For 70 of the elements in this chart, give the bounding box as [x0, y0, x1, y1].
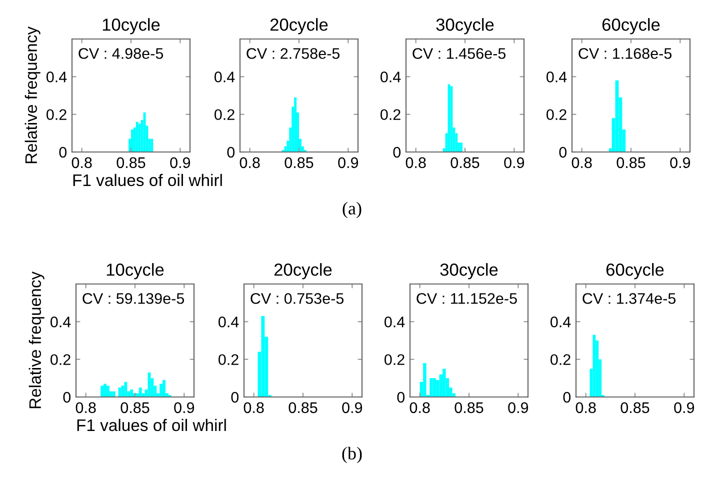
x-tick-label: 0.8 [576, 402, 596, 414]
x-tick-label: 0.8 [410, 402, 430, 414]
x-tick-label: 0.8 [72, 157, 92, 168]
y-tick-label: 0 [563, 392, 571, 403]
x-tick-label: 0.85 [616, 157, 646, 168]
x-tick-label: 0.85 [620, 402, 650, 414]
x-tick-label: 0.9 [670, 157, 690, 168]
chart-title: 20cycle [274, 263, 332, 280]
chart-title: 30cycle [440, 263, 498, 280]
chart-title: 60cycle [606, 263, 664, 280]
chart-title: 30cycle [436, 18, 494, 34]
y-axis-title: Relative frequency [24, 26, 40, 164]
x-tick-label: 0.9 [174, 402, 194, 414]
x-tick-label: 0.9 [342, 402, 362, 414]
x-axis-title: F1 values of oil whirl [73, 174, 222, 186]
annotation: CV : 4.98e-5 [78, 48, 164, 59]
y-tick-label: 0.2 [46, 109, 66, 120]
x-tick-label: 0.85 [288, 402, 318, 414]
x-tick-label: 0.8 [244, 402, 264, 414]
x-tick-label: 0.8 [76, 402, 96, 414]
annotation: CV : 2.758e-5 [246, 48, 340, 59]
y-axis-title: Relative frequency [28, 272, 44, 408]
text: (a) [342, 202, 362, 218]
x-tick-label: 0.8 [240, 157, 260, 168]
y-tick-label: 0.2 [380, 109, 400, 120]
annotation: CV : 1.456e-5 [412, 48, 506, 59]
y-tick-label: 0.4 [50, 316, 71, 328]
y-tick-label: 0.4 [550, 316, 571, 328]
x-tick-label: 0.85 [284, 157, 314, 168]
y-tick-label: 0.2 [214, 109, 234, 120]
y-tick-label: 0.2 [550, 354, 570, 366]
annotation: CV : 0.753e-5 [250, 293, 344, 304]
y-tick-label: 0 [393, 146, 401, 158]
x-tick-label: 0.9 [338, 157, 358, 168]
x-tick-label: 0.9 [508, 402, 528, 414]
text: (b) [342, 446, 362, 464]
y-tick-label: 0.2 [50, 354, 70, 366]
x-tick-label: 0.9 [674, 402, 694, 414]
chart-title: 20cycle [270, 18, 328, 34]
y-tick-label: 0.4 [384, 316, 405, 328]
x-tick-label: 0.85 [120, 402, 150, 414]
annotation: CV : 11.152e-5 [416, 293, 517, 304]
y-tick-label: 0 [59, 146, 67, 158]
y-tick-label: 0.2 [546, 109, 566, 120]
y-tick-label: 0 [397, 392, 405, 403]
y-tick-label: 0.2 [218, 354, 238, 366]
x-tick-label: 0.85 [116, 157, 146, 168]
x-tick-label: 0.85 [454, 402, 484, 414]
y-tick-label: 0 [559, 146, 567, 158]
annotation: CV : 1.168e-5 [578, 48, 672, 59]
x-tick-label: 0.9 [170, 157, 190, 168]
y-tick-label: 0 [63, 392, 71, 403]
annotation: CV : 1.374e-5 [582, 293, 676, 304]
annotation: CV : 59.139e-5 [82, 293, 184, 304]
y-tick-label: 0.2 [384, 354, 404, 366]
x-tick-label: 0.8 [406, 157, 426, 168]
y-tick-label: 0.4 [546, 72, 567, 82]
y-tick-label: 0.4 [380, 72, 401, 82]
y-tick-label: 0 [231, 392, 239, 403]
x-axis-title: F1 values of oil whirl [77, 418, 226, 432]
chart-title: 60cycle [602, 18, 660, 34]
y-tick-label: 0 [227, 146, 235, 158]
y-tick-label: 0.4 [46, 72, 67, 82]
chart-title: 10cycle [102, 18, 160, 34]
x-tick-label: 0.9 [504, 157, 524, 168]
y-tick-label: 0.4 [214, 72, 235, 82]
x-tick-label: 0.8 [572, 157, 592, 168]
chart-title: 10cycle [106, 263, 164, 280]
y-tick-label: 0.4 [218, 316, 239, 328]
x-tick-label: 0.85 [450, 157, 480, 168]
